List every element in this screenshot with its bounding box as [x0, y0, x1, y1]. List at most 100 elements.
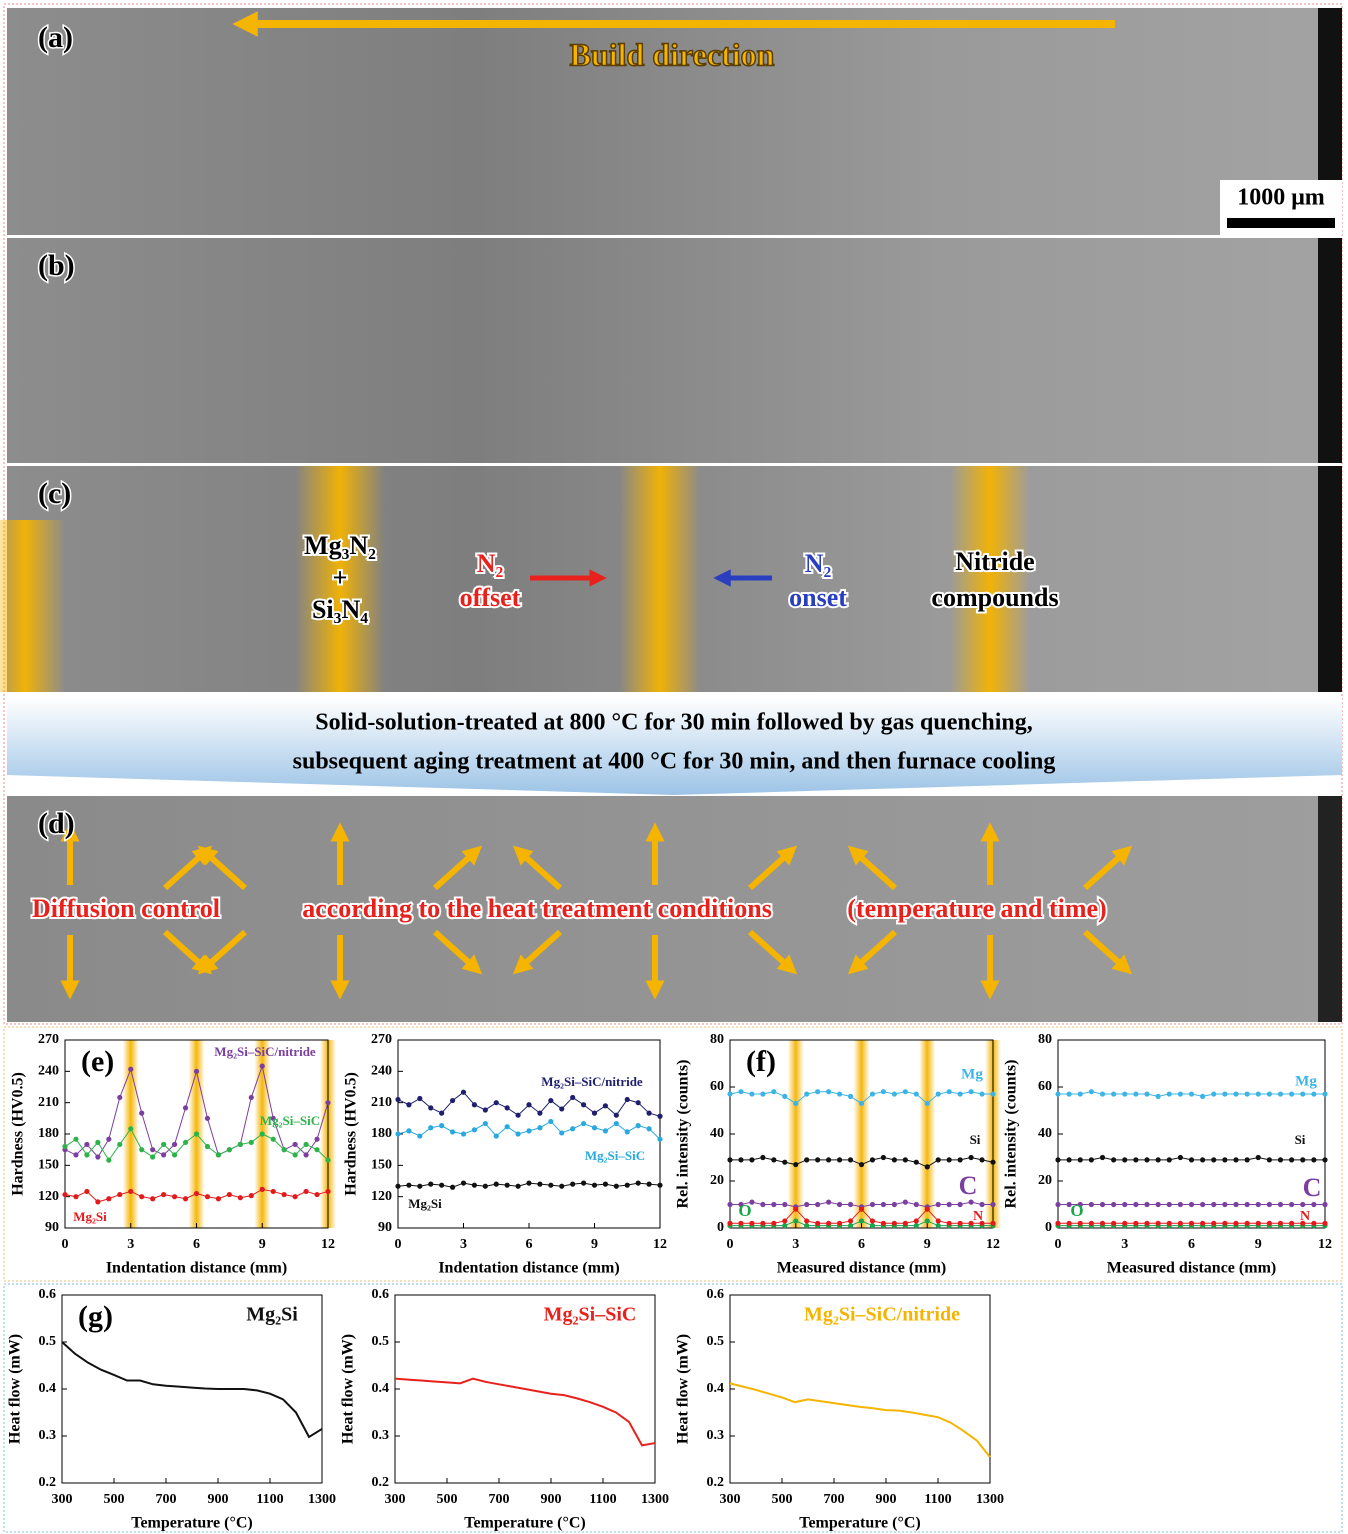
data-point — [526, 1180, 531, 1185]
data-point — [881, 1202, 886, 1207]
data-point — [1200, 1202, 1205, 1207]
data-point — [793, 1162, 798, 1167]
data-point — [1289, 1157, 1294, 1162]
data-point — [1078, 1091, 1083, 1096]
data-point — [1322, 1221, 1327, 1226]
y-tick-label: 0.3 — [707, 1428, 725, 1443]
x-tick-label: 12 — [653, 1237, 667, 1252]
highlight-band — [854, 1040, 870, 1228]
data-point — [461, 1131, 466, 1136]
data-point — [738, 1157, 743, 1162]
data-point — [325, 1158, 330, 1163]
series-name: N — [1300, 1209, 1310, 1224]
data-point — [62, 1192, 67, 1197]
data-point — [958, 1091, 963, 1096]
data-point — [395, 1184, 400, 1189]
y-tick-label: 0.6 — [39, 1287, 57, 1302]
data-point — [958, 1157, 963, 1162]
series-name: Si — [970, 1132, 981, 1147]
data-point — [303, 1152, 308, 1157]
data-point — [870, 1091, 875, 1096]
data-point — [1133, 1202, 1138, 1207]
data-point — [815, 1089, 820, 1094]
x-axis-label: Measured distance (mm) — [777, 1260, 946, 1277]
y-tick-label: 120 — [371, 1189, 392, 1204]
data-point — [1133, 1157, 1138, 1162]
series-name: C — [1303, 1173, 1322, 1202]
data-point — [1233, 1202, 1238, 1207]
data-point — [1278, 1202, 1283, 1207]
x-axis-label: Indentation distance (mm) — [438, 1260, 619, 1277]
plot-frame — [1058, 1040, 1325, 1228]
y-tick-label: 40 — [1038, 1126, 1052, 1141]
data-point — [925, 1101, 930, 1106]
data-point — [958, 1221, 963, 1226]
y-tick-label: 0.2 — [372, 1475, 390, 1490]
series-name: Mg₂Si–SiC — [544, 1304, 637, 1326]
data-point — [848, 1157, 853, 1162]
x-tick-label: 700 — [489, 1492, 510, 1507]
data-point — [271, 1189, 276, 1194]
data-point — [325, 1100, 330, 1105]
data-point — [760, 1091, 765, 1096]
data-point — [1311, 1221, 1316, 1226]
series-name: Mg₂Si–SiC/nitride — [214, 1044, 316, 1059]
x-axis-label: Temperature (°C) — [131, 1515, 252, 1532]
data-point — [947, 1089, 952, 1094]
x-tick-label: 6 — [858, 1237, 865, 1252]
data-point — [947, 1157, 952, 1162]
data-point — [139, 1194, 144, 1199]
data-point — [979, 1157, 984, 1162]
onset-label: N₂ — [805, 549, 832, 578]
data-point — [84, 1189, 89, 1194]
data-point — [1089, 1202, 1094, 1207]
data-point — [1278, 1157, 1283, 1162]
diffusion-text: according to the heat treatment conditio… — [302, 894, 772, 923]
data-point — [1100, 1221, 1105, 1226]
data-point — [782, 1094, 787, 1099]
data-point — [227, 1147, 232, 1152]
x-tick-label: 1100 — [256, 1492, 283, 1507]
series-line — [395, 1379, 655, 1446]
data-point — [1055, 1221, 1060, 1226]
nitride-band — [0, 520, 65, 692]
data-point — [439, 1183, 444, 1188]
data-point — [782, 1202, 787, 1207]
series-name: Mg₂Si–SiC — [585, 1148, 645, 1163]
data-point — [903, 1221, 908, 1226]
data-point — [1322, 1091, 1327, 1096]
data-point — [570, 1095, 575, 1100]
data-point — [947, 1221, 952, 1226]
diffusion-text: Diffusion control — [32, 894, 220, 923]
y-tick-label: 0 — [1045, 1220, 1052, 1235]
y-tick-label: 270 — [38, 1032, 59, 1047]
data-point — [804, 1157, 809, 1162]
data-point — [782, 1223, 787, 1228]
data-point — [815, 1202, 820, 1207]
x-tick-label: 0 — [62, 1237, 69, 1252]
x-tick-label: 3 — [792, 1237, 799, 1252]
data-point — [439, 1111, 444, 1116]
x-tick-label: 6 — [526, 1237, 533, 1252]
data-point — [73, 1152, 78, 1157]
data-point — [1322, 1157, 1327, 1162]
data-point — [238, 1142, 243, 1147]
data-point — [804, 1223, 809, 1228]
x-tick-label: 900 — [876, 1492, 897, 1507]
data-point — [727, 1091, 732, 1096]
y-axis-label: Hardness (HV0.5) — [10, 1072, 27, 1196]
data-point — [117, 1095, 122, 1100]
y-tick-label: 150 — [38, 1158, 59, 1173]
data-point — [172, 1152, 177, 1157]
x-tick-label: 3 — [460, 1237, 467, 1252]
panel-label: (a) — [38, 21, 73, 54]
data-point — [793, 1218, 798, 1223]
data-point — [150, 1196, 155, 1201]
data-point — [526, 1128, 531, 1133]
data-point — [625, 1183, 630, 1188]
data-point — [1267, 1091, 1272, 1096]
data-point — [1178, 1091, 1183, 1096]
series-name: Mg₂Si — [246, 1304, 298, 1326]
data-point — [1089, 1089, 1094, 1094]
data-point — [1178, 1202, 1183, 1207]
